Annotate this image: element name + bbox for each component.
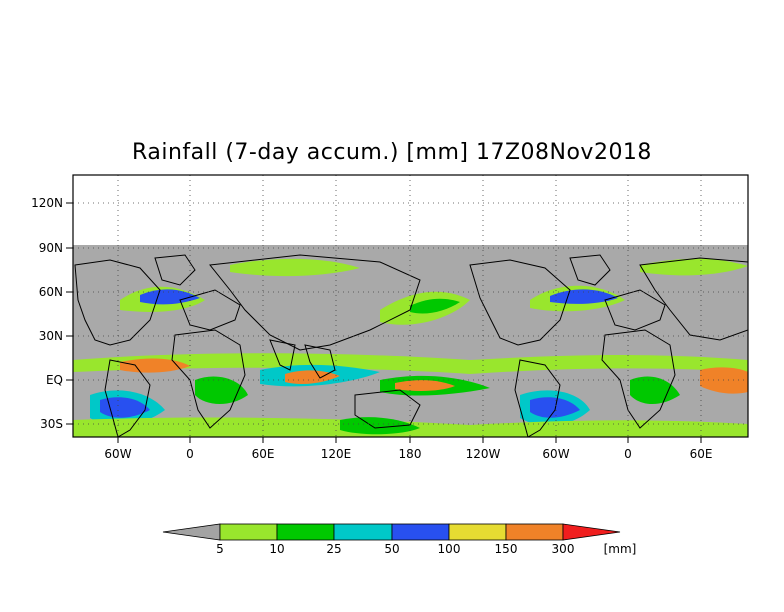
axis-ticks xyxy=(66,202,702,443)
lat-label: EQ xyxy=(46,373,63,387)
longitude-labels: 60W 0 60E 120E 180 120W 60W 0 60E xyxy=(104,447,712,461)
lat-label: 30S xyxy=(40,417,63,431)
legend-unit: [mm] xyxy=(604,542,637,556)
legend-arrow-low xyxy=(162,523,221,541)
legend-bin xyxy=(219,523,278,541)
lon-label: 0 xyxy=(186,447,194,461)
lon-label: 120E xyxy=(321,447,352,461)
legend-arrow-high xyxy=(562,523,621,541)
lon-label: 180 xyxy=(399,447,422,461)
lat-label: 90N xyxy=(39,241,63,255)
lon-label: 60W xyxy=(542,447,569,461)
lon-label: 120W xyxy=(466,447,501,461)
lat-label: 30N xyxy=(39,329,63,343)
map-title: Rainfall (7-day accum.) [mm] 17Z08Nov201… xyxy=(132,140,652,165)
legend-threshold: 5 xyxy=(216,542,224,556)
legend-threshold: 10 xyxy=(269,542,284,556)
legend-bin xyxy=(505,523,564,541)
legend-bin xyxy=(276,523,335,541)
map-grid xyxy=(73,175,748,437)
lat-label: 60N xyxy=(39,285,63,299)
lon-label: 0 xyxy=(624,447,632,461)
legend-bin xyxy=(391,523,450,541)
legend-threshold: 25 xyxy=(326,542,341,556)
legend-threshold: 300 xyxy=(552,542,575,556)
legend-threshold: 150 xyxy=(495,542,518,556)
legend-threshold: 100 xyxy=(438,542,461,556)
lat-label: 120N xyxy=(31,196,63,210)
color-legend: 5 10 25 50 100 150 300 [mm] xyxy=(162,523,637,556)
latitude-labels: 120N 90N 60N 30N EQ 30S xyxy=(31,196,63,431)
legend-bin xyxy=(448,523,507,541)
legend-bin xyxy=(333,523,393,541)
legend-threshold: 50 xyxy=(384,542,399,556)
continent-outlines xyxy=(74,254,748,437)
data-region xyxy=(73,245,748,437)
lon-label: 60E xyxy=(252,447,275,461)
lon-label: 60E xyxy=(690,447,713,461)
lon-label: 60W xyxy=(104,447,131,461)
